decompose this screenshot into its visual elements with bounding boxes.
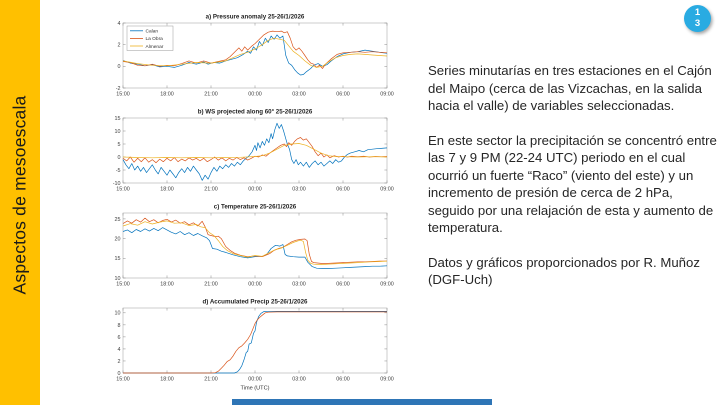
x-tick-label: 09:00	[380, 92, 394, 98]
chart-title: d) Accumulated Precip 25-26/1/2026	[202, 299, 308, 306]
legend-label: La Obra	[146, 36, 164, 42]
chart-svg: 15:00 18:00 21:00 00:00 03:00 06:00 09:00 0 2 4 6 8…	[115, 299, 394, 392]
legend-label: Almenar	[146, 44, 164, 50]
x-tick-label: 18:00	[160, 187, 174, 193]
paragraph-precipitation-raco: En este sector la precipitación se conce…	[428, 132, 717, 236]
y-tick-label: 10	[115, 276, 121, 282]
x-tick-label: 18:00	[160, 282, 174, 288]
x-tick-label: 00:00	[248, 187, 262, 193]
x-axis-label: Time (UTC)	[241, 386, 270, 392]
x-tick-label: 15:00	[116, 187, 130, 193]
series-line-la-obra	[123, 311, 387, 374]
x-tick-label: 03:00	[292, 92, 306, 98]
footer-accent-bar	[232, 399, 492, 405]
x-tick-label: 21:00	[204, 92, 218, 98]
x-tick-label: 06:00	[336, 187, 350, 193]
y-tick-label: 25	[115, 217, 121, 223]
sidebar: Aspectos de mesoescala	[0, 0, 40, 405]
y-tick-label: 6	[118, 335, 121, 341]
y-tick-label: 4	[118, 347, 121, 353]
x-tick-label: 03:00	[292, 282, 306, 288]
plot-box	[122, 307, 388, 374]
x-tick-label: 06:00	[336, 377, 350, 383]
series-line-calan	[122, 34, 388, 76]
chart-title: a) Pressure anomaly 25-26/1/2026	[206, 14, 305, 21]
x-tick-label: 03:00	[292, 187, 306, 193]
paragraph-credits: Datos y gráficos proporcionados por R. M…	[428, 254, 700, 288]
chart-svg: 15:00 18:00 21:00 00:00 03:00 06:00 09:00 -10 -5…	[113, 109, 394, 193]
chart-pressure-anomaly: 15:00 18:00 21:00 00:00 03:00 06:00 09:00 -2 0 2 4…	[106, 10, 398, 104]
y-tick-label: 2	[118, 43, 121, 49]
series-line-calan	[122, 122, 388, 181]
x-tick-label: 09:00	[380, 377, 394, 383]
y-tick-label: -5	[116, 168, 121, 174]
legend-label: Calan	[146, 29, 159, 35]
series-line-almenar	[122, 37, 388, 68]
chart-title: b) WS projected along 60° 25-26/1/2026	[198, 109, 313, 116]
chart-svg: 15:00 18:00 21:00 00:00 03:00 06:00 09:00 -2 0 2 4…	[116, 14, 394, 98]
y-tick-label: 10	[115, 129, 121, 135]
chart-accumulated-precip: 15:00 18:00 21:00 00:00 03:00 06:00 09:00 0 2 4 6 8…	[106, 295, 398, 397]
series-line-calan	[123, 310, 387, 374]
x-tick-label: 18:00	[160, 92, 174, 98]
x-tick-label: 00:00	[248, 282, 262, 288]
y-tick-label: 0	[118, 371, 121, 377]
y-tick-label: 5	[118, 142, 121, 148]
y-tick-label: 4	[118, 21, 121, 27]
series-line-la-obra	[122, 217, 387, 264]
series-line-calan	[122, 227, 388, 269]
series-line-almenar	[122, 143, 388, 159]
x-tick-label: 06:00	[336, 282, 350, 288]
x-tick-label: 15:00	[116, 282, 130, 288]
chart-wind-speed-projected: 15:00 18:00 21:00 00:00 03:00 06:00 09:00 -10 -5…	[106, 105, 398, 199]
y-tick-label: 20	[115, 237, 121, 243]
slide-number-badge: 1 3	[684, 5, 711, 32]
x-tick-label: 03:00	[292, 377, 306, 383]
x-tick-label: 09:00	[380, 282, 394, 288]
y-tick-label: 15	[115, 256, 121, 262]
y-tick-label: -10	[113, 181, 121, 187]
y-tick-label: 2	[118, 359, 121, 365]
x-tick-label: 00:00	[248, 377, 262, 383]
y-tick-label: 0	[118, 155, 121, 161]
y-tick-label: -2	[116, 86, 121, 92]
plot-box	[122, 117, 388, 184]
chart-title: c) Temperature 25-26/1/2026	[214, 204, 297, 211]
y-tick-label: 15	[115, 116, 121, 122]
x-tick-label: 21:00	[204, 377, 218, 383]
series-line-almenar	[122, 220, 388, 265]
y-tick-label: 0	[118, 64, 121, 70]
x-tick-label: 00:00	[248, 92, 262, 98]
x-tick-label: 09:00	[380, 187, 394, 193]
y-tick-label: 8	[118, 323, 121, 329]
x-tick-label: 15:00	[116, 377, 130, 383]
chart-svg: 15:00 18:00 21:00 00:00 03:00 06:00 09:00 10 15 2…	[115, 204, 394, 288]
x-tick-label: 21:00	[204, 282, 218, 288]
slide-number-current: 1	[694, 7, 701, 19]
chart-temperature: 15:00 18:00 21:00 00:00 03:00 06:00 09:00 10 15 2…	[106, 200, 398, 294]
x-tick-label: 15:00	[116, 92, 130, 98]
plot-box	[122, 212, 388, 279]
x-tick-label: 06:00	[336, 92, 350, 98]
y-tick-label: 10	[115, 311, 121, 317]
sidebar-title: Aspectos de mesoescala	[9, 95, 30, 295]
x-tick-label: 18:00	[160, 377, 174, 383]
paragraph-series-description: Series minutarías en tres estaciones en …	[428, 63, 712, 114]
text-panel: Series minutarías en tres estaciones en …	[428, 62, 718, 306]
x-tick-label: 21:00	[204, 187, 218, 193]
slide-number-total: 3	[694, 17, 701, 29]
